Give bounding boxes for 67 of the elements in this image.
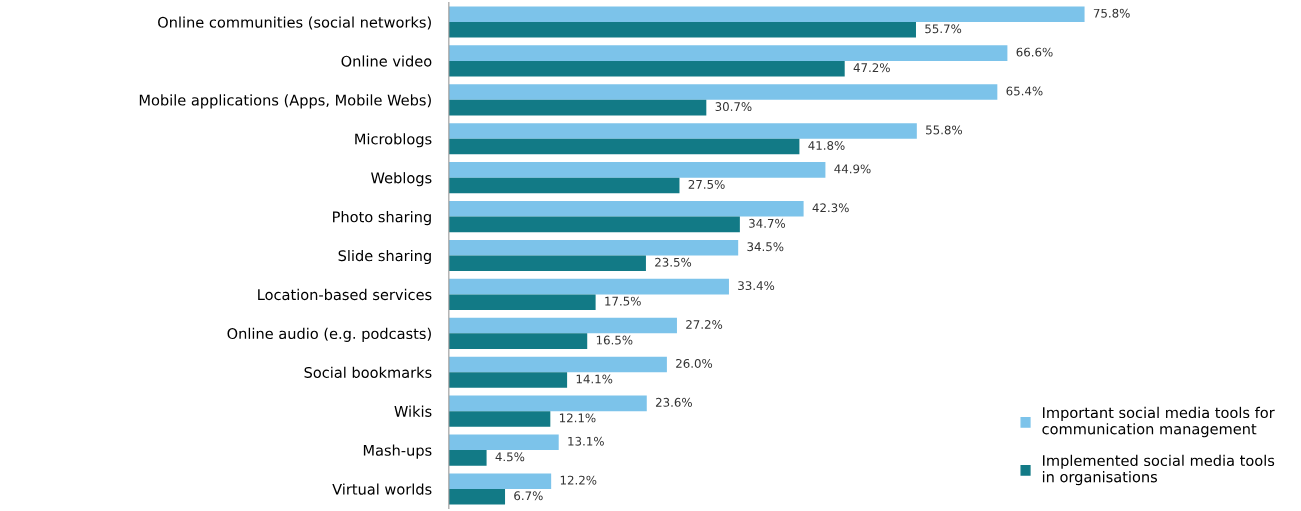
bar [448, 123, 917, 139]
bar [448, 84, 998, 100]
data-label: 44.9% [834, 164, 871, 174]
y-tick-label: Photo sharing [333, 211, 431, 226]
bar [448, 450, 487, 466]
data-label: 66.6% [1016, 47, 1053, 57]
bar [448, 434, 559, 451]
data-label: 14.1% [576, 374, 613, 384]
y-tick-label: Online audio (e.g. podcasts) [227, 327, 431, 342]
data-label: 75.8% [1093, 8, 1130, 18]
data-label: 12.2% [560, 475, 597, 485]
data-label: 55.7% [925, 24, 962, 34]
bar [448, 22, 916, 38]
y-tick-label: Social bookmarks [304, 366, 432, 378]
bar [448, 45, 1008, 61]
bar [448, 294, 596, 310]
data-label: 23.6% [655, 397, 692, 407]
bar [448, 216, 740, 233]
data-label: 34.7% [749, 218, 786, 228]
bar [448, 201, 804, 217]
bar [448, 138, 800, 155]
data-label: 17.5% [605, 296, 641, 306]
bar [448, 177, 680, 194]
data-label: 6.7% [514, 491, 543, 501]
y-tick-label: Slide sharing [338, 249, 431, 265]
data-label: 65.4% [1006, 86, 1043, 96]
data-label: 34.5% [747, 242, 784, 252]
legend-label: Important social media tools for communication management [1042, 406, 1275, 438]
bar [448, 99, 707, 116]
bar [448, 60, 845, 77]
y-tick-label: Mobile applications (Apps, Mobile Webs) [139, 94, 431, 109]
y-tick-label: Microblogs [355, 133, 432, 148]
bar [448, 488, 506, 505]
data-label: 27.2% [686, 320, 723, 329]
bar [448, 411, 551, 427]
bar [448, 162, 826, 178]
y-tick-label: Online communities (social networks) [158, 16, 431, 30]
bar [448, 356, 667, 373]
y-tick-label: Wikis [394, 405, 432, 417]
bar [448, 239, 739, 256]
data-label: 47.2% [853, 63, 890, 73]
bar [448, 372, 568, 388]
y-tick-label: Weblogs [371, 172, 432, 187]
data-label: 55.8% [926, 125, 963, 135]
bar [448, 278, 729, 295]
bar [448, 473, 552, 489]
data-label: 30.7% [715, 102, 752, 112]
bar [448, 255, 646, 272]
bar [448, 395, 647, 412]
bar [448, 317, 677, 334]
y-tick-label: Virtual worlds [332, 483, 432, 495]
data-label: 41.8% [808, 141, 845, 150]
bar [448, 6, 1085, 23]
data-label: 23.5% [655, 257, 692, 267]
legend-label: Implemented social media tools in organisations [1042, 454, 1275, 486]
data-label: 4.5% [495, 452, 525, 462]
data-label: 27.5% [688, 179, 725, 189]
data-label: 33.4% [738, 281, 775, 291]
y-tick-label: Mash-ups [363, 444, 432, 459]
bar [448, 333, 588, 349]
y-tick-label: Online video [341, 55, 432, 67]
data-label: 16.5% [596, 335, 633, 345]
data-label: 26.0% [676, 358, 713, 368]
data-label: 42.3% [812, 203, 849, 213]
data-label: 12.1% [559, 413, 596, 423]
y-tick-label: Location-based services [258, 288, 432, 301]
data-label: 13.1% [568, 436, 604, 446]
